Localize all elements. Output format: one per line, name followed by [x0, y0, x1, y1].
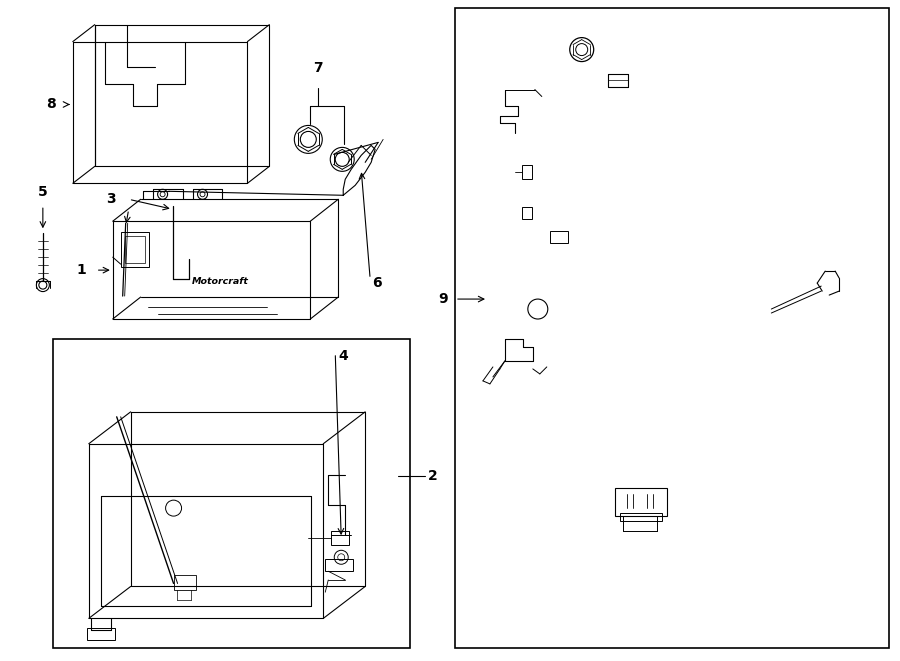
Bar	[174, 576, 195, 590]
Text: 8: 8	[46, 97, 56, 112]
Text: 1: 1	[76, 263, 86, 277]
Text: 9: 9	[438, 292, 448, 306]
Text: 3: 3	[106, 192, 116, 206]
Bar	[455, 8, 889, 648]
Bar	[615, 488, 667, 516]
Text: 2: 2	[428, 469, 437, 483]
Text: 4: 4	[338, 349, 348, 363]
Bar	[125, 236, 145, 263]
Bar	[522, 208, 532, 219]
Bar	[53, 339, 410, 648]
Text: 6: 6	[373, 276, 382, 290]
Bar	[325, 559, 353, 571]
Bar	[331, 531, 349, 545]
Bar	[121, 232, 148, 267]
Bar	[619, 513, 662, 521]
Bar	[86, 629, 114, 641]
Bar	[550, 231, 568, 243]
Text: 5: 5	[38, 185, 48, 199]
Bar	[522, 165, 532, 179]
Text: Motorcraft: Motorcraft	[192, 276, 249, 286]
Text: 7: 7	[313, 61, 323, 75]
